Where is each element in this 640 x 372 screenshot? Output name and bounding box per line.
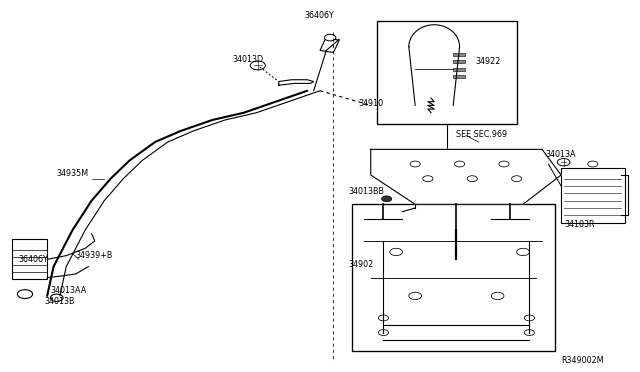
Bar	[352, 204, 555, 351]
Text: SEE SEC.969: SEE SEC.969	[456, 130, 508, 139]
Bar	[453, 68, 465, 71]
Bar	[320, 38, 339, 52]
Text: R349002M: R349002M	[561, 356, 604, 365]
Text: 34902: 34902	[349, 260, 374, 269]
Bar	[453, 75, 465, 78]
Circle shape	[381, 196, 392, 202]
Text: 34939+B: 34939+B	[76, 251, 113, 260]
Circle shape	[557, 158, 570, 166]
Text: 34910: 34910	[358, 99, 383, 108]
Text: 34013B: 34013B	[44, 297, 74, 306]
Polygon shape	[279, 80, 314, 85]
Bar	[453, 60, 465, 63]
Bar	[12, 239, 47, 279]
Text: 34013D: 34013D	[232, 55, 264, 64]
Circle shape	[250, 61, 266, 70]
Circle shape	[324, 34, 336, 41]
Text: 36406Y: 36406Y	[19, 255, 49, 264]
Text: 34013BB: 34013BB	[349, 187, 385, 196]
Text: 34013AA: 34013AA	[51, 286, 86, 295]
Polygon shape	[371, 149, 561, 204]
Bar	[561, 168, 625, 223]
Text: 34935M: 34935M	[57, 169, 89, 178]
Text: 34013A: 34013A	[545, 150, 576, 159]
Bar	[377, 21, 516, 124]
Bar	[453, 53, 465, 56]
Text: 36406Y: 36406Y	[304, 11, 334, 20]
Text: 34922: 34922	[476, 57, 501, 66]
Text: 34103R: 34103R	[564, 220, 595, 229]
